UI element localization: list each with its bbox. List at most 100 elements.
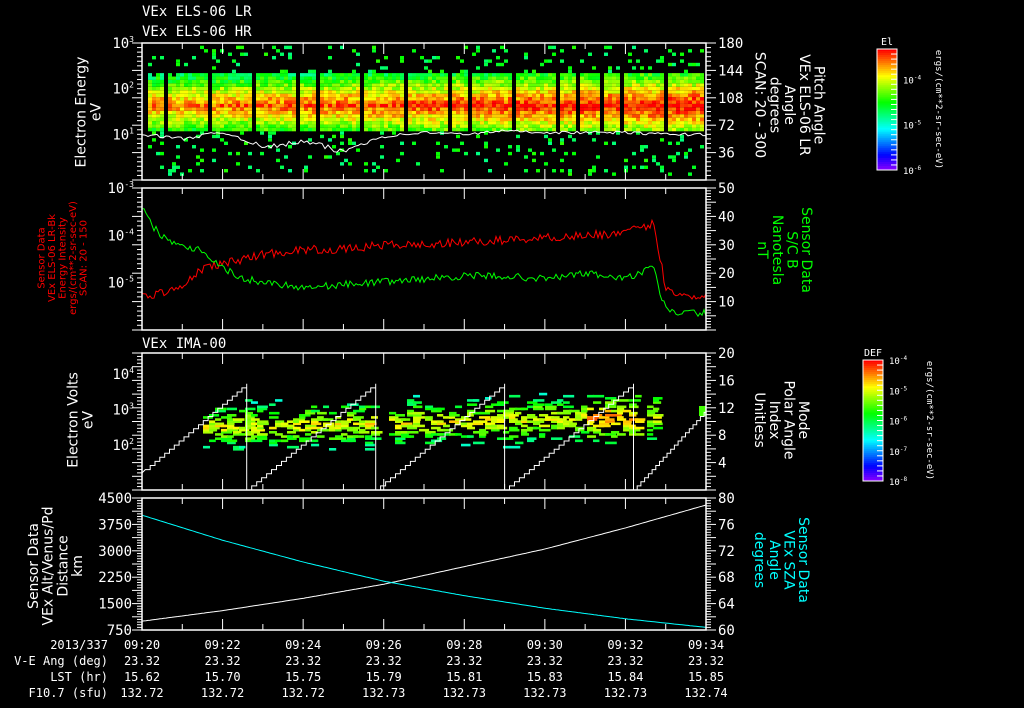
spectrogram-cell [568,86,572,91]
spectrogram-cell [384,117,388,122]
spectrogram-cell [392,121,396,125]
spectrogram-cell [320,90,324,94]
spectrogram-cell [413,418,421,421]
spectrogram-cell [520,124,524,128]
spectrogram-cell [560,117,564,122]
spectrogram-cell [700,49,704,53]
panel-frame [141,352,707,491]
spectrogram-cell [572,79,576,84]
tick-exponent: 2 [129,437,134,446]
spectrogram-cell [484,100,488,104]
spectrogram-cell [188,73,192,77]
spectrogram-cell [592,73,596,77]
spectrogram-cell [396,76,400,80]
spectrogram-cell [476,90,480,94]
spectrogram-cell [460,107,464,111]
spectrogram-cell [623,424,632,428]
tick-base: 10 [889,357,900,367]
spectrogram-cell [203,431,214,434]
spectrogram-cell [196,73,200,77]
spectrogram-cell [371,437,382,440]
spectrogram-cell [632,117,636,122]
spectrogram-cell [212,148,216,152]
spectrogram-cell [516,117,520,122]
spectrogram-cell [407,401,416,404]
spectrogram-cell [628,117,632,122]
spectrogram-cell [563,420,573,423]
spectrogram-cell [364,162,368,166]
spectrogram-cell [563,424,574,428]
spectrogram-cell [504,76,508,80]
spectrogram-cell [335,424,342,428]
spectrogram-cell [336,107,340,111]
spectrogram-cell [592,169,596,173]
spectrogram-cell [288,55,292,60]
spectrogram-cell [660,90,664,94]
spectrogram-cell [548,100,552,104]
colorbar-cell [877,119,897,123]
spectrogram-cell [396,117,400,122]
spectrogram-cell [608,90,612,94]
spectrogram-cell [232,83,236,87]
spectrogram-cell [424,121,428,125]
spectrogram-cell [588,100,592,104]
spectrogram-cell [272,73,276,77]
spectrogram-cell [688,114,692,118]
spectrogram-cell [260,90,264,94]
spectrogram-cell [492,100,496,104]
spectrogram-cell [353,422,365,426]
spectrogram-cell [356,103,360,108]
spectrogram-cell [148,121,152,125]
spectrogram-cell [340,93,344,98]
spectrogram-cell [544,76,548,80]
spectrogram-cell [588,83,592,87]
spectrogram-cell [228,121,232,125]
spectrogram-cell [580,124,584,128]
spectrogram-cell [396,90,400,94]
spectrogram-cell [216,73,220,77]
spectrogram-cell [516,93,520,98]
spectrogram-cell [628,59,632,63]
spectrogram-cell [592,165,596,169]
spectrogram-cell [532,69,536,74]
spectrogram-cell [684,114,688,118]
spectrogram-cell [308,121,312,125]
spectrogram-cell [176,117,180,122]
spectrogram-cell [503,445,511,449]
spectrogram-cell [629,431,636,434]
spectrogram-cell [532,97,536,101]
spectrogram-cell [308,69,312,74]
spectrogram-cell [228,83,232,87]
spectrogram-cell [400,114,404,118]
spectrogram-cell [272,117,276,122]
spectrogram-cell [444,107,448,111]
colorbar-cell [877,127,897,131]
spectrogram-cell [311,409,320,413]
spectrogram-cell [524,55,528,60]
spectrogram-cell [456,103,460,108]
spectrogram-cell [563,422,570,426]
spectrogram-cell [336,97,340,101]
x-tick-label: 09:22 [205,638,241,652]
tick-exponent: 1 [129,126,134,135]
spectrogram-cell [528,107,532,111]
spectrogram-cell [572,83,576,87]
y-tick-label: 102 [112,437,134,454]
p3-right-axis-label-line: Polar Angle [780,380,796,459]
spectrogram-cell [216,124,220,128]
spectrogram-cell [599,424,611,428]
spectrogram-cell [280,83,284,87]
spectrogram-cell [192,55,196,60]
spectrogram-cell [256,100,260,104]
spectrogram-cell [596,155,600,159]
spectrogram-cell [528,121,532,125]
tick-exponent: -3 [124,180,134,189]
spectrogram-cell [400,107,404,111]
spectrogram-cell [460,114,464,118]
spectrogram-cell [308,124,312,128]
spectrogram-cell [696,79,700,84]
spectrogram-cell [284,73,288,77]
spectrogram-cell [592,97,596,101]
spectrogram-cell [376,100,380,104]
